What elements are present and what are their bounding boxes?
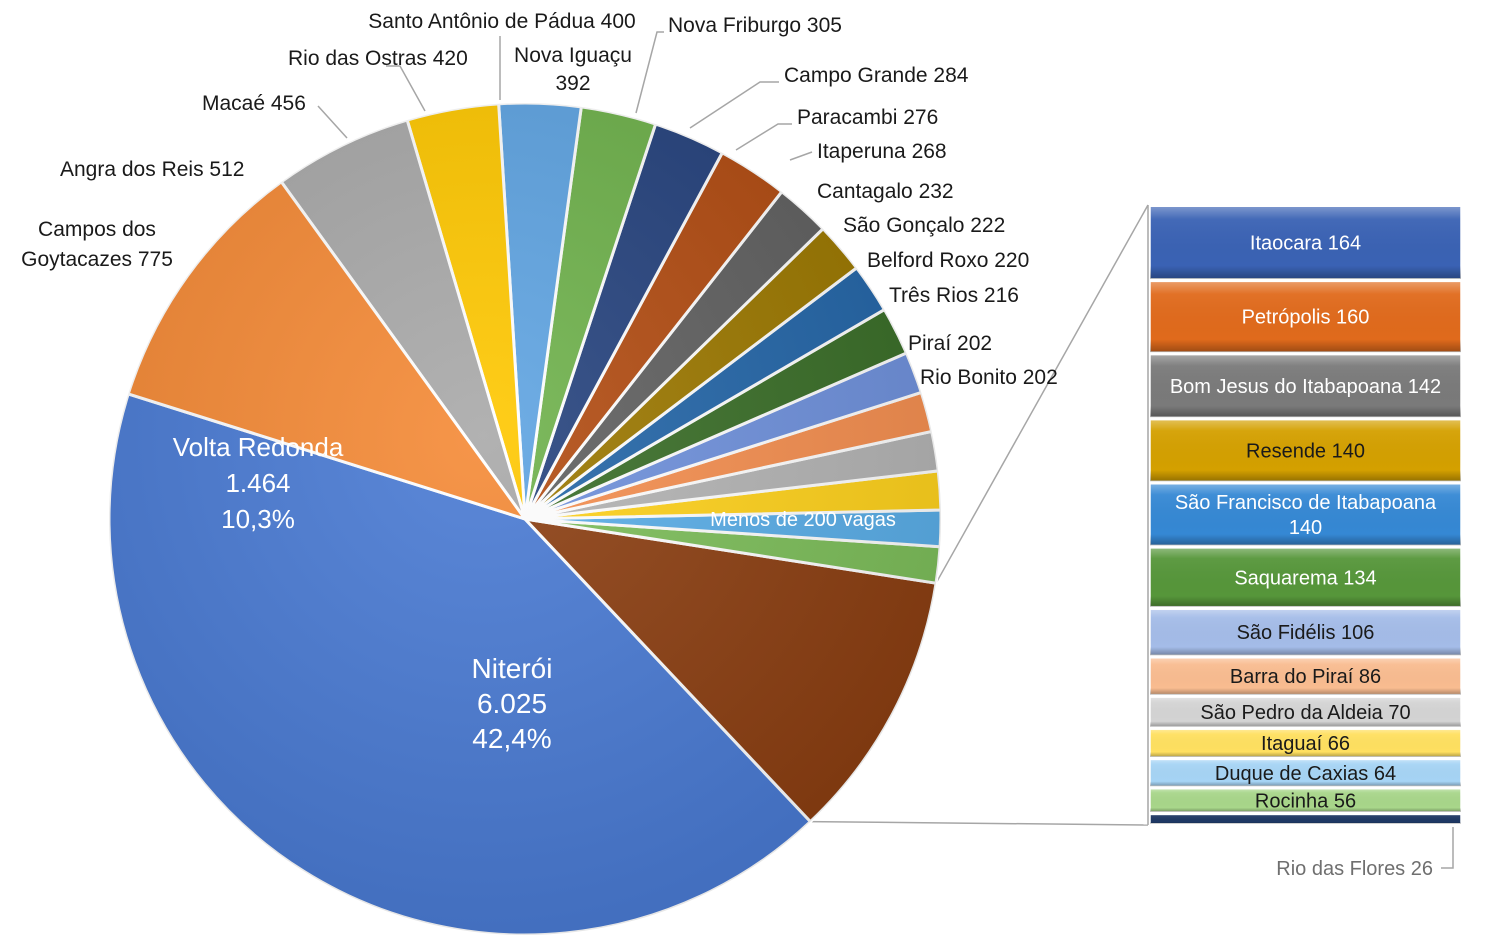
slice-label-tres-rios-216: Três Rios 216 [889,284,1019,307]
slice-label-belford-roxo-220: Belford Roxo 220 [867,249,1029,272]
leader-line [735,123,792,151]
slice-label-itaperuna-268: Itaperuna 268 [817,140,947,163]
leader-line [689,81,779,129]
slice-label-pirai-202: Piraí 202 [908,332,992,355]
leader-line [635,31,664,114]
bar-label-sao-francisco-de-itabapoana: São Francisco de Itabapoana 140 [1175,492,1437,539]
slice-label-santo-antonio-de-padua-400: Santo Antônio de Pádua 400 [368,10,635,33]
bar-label-resende-140: Resende 140 [1246,440,1365,462]
bar-label-saquarema-134: Saquarema 134 [1234,567,1376,589]
slice-label-niteroi: Niterói 6.025 42,4% [472,653,553,754]
slice-label-nova-friburgo-305: Nova Friburgo 305 [668,14,842,37]
bar-segment-rio-das-flores-26 [1149,813,1462,825]
bar-label-itaguai-66: Itaguaí 66 [1261,733,1350,755]
bar-label-barra-do-pirai-86: Barra do Piraí 86 [1230,666,1381,688]
slice-label-volta-redonda: Volta Redonda 1.464 10,3% [173,432,344,534]
slice-labels: Niterói 6.025 42,4% Menos de 200 vagas Rio B… [21,10,1058,754]
leader-line [317,105,348,139]
leader-line [1441,827,1454,869]
connector-bottom [810,820,1149,826]
slice-label-campo-grande-284: Campo Grande 284 [784,64,969,87]
bar-label-rio-das-flores-26: Rio das Flores 26 [1276,858,1433,880]
slice-label-sao-goncalo-222: São Gonçalo 222 [843,214,1005,237]
slice-label-rio-bonito-202: Rio Bonito 202 [920,366,1058,389]
bar-label-sao-fidelis-106: São Fidélis 106 [1237,622,1375,644]
slice-label-menos-de-200-vagas: Menos de 200 vagas [710,509,896,531]
bar-label-petropolis-160: Petrópolis 160 [1242,307,1370,329]
bar-label-bom-jesus-do-itabapoana-142: Bom Jesus do Itabapoana 142 [1170,376,1441,398]
secondary-stacked-bar: Itaocara 164 Petrópolis 160 Bom Jesus do I… [1147,205,1462,880]
leader-line [789,151,813,161]
bar-label-itaocara-164: Itaocara 164 [1250,233,1361,255]
leader-line [386,65,426,112]
slice-label-campos-dos: Campos dos Goytacazes 775 [21,218,173,271]
slice-label-paracambi-276: Paracambi 276 [797,106,938,129]
slice-label-macae-456: Macaé 456 [202,92,306,115]
bar-label-sao-pedro-da-aldeia-70: São Pedro da Aldeia 70 [1200,702,1410,724]
bar-label-duque-de-caxias-64: Duque de Caxias 64 [1215,763,1396,785]
connector-top [935,204,1149,584]
slice-label-cantagalo-232: Cantagalo 232 [817,180,954,203]
slice-label-rio-das-ostras-420: Rio das Ostras 420 [288,47,468,70]
slice-label-nova-iguacu: Nova Iguaçu 392 [514,44,632,95]
bar-label-rocinha-56: Rocinha 56 [1255,790,1356,812]
slice-label-angra-dos-reis-512: Angra dos Reis 512 [60,158,244,181]
